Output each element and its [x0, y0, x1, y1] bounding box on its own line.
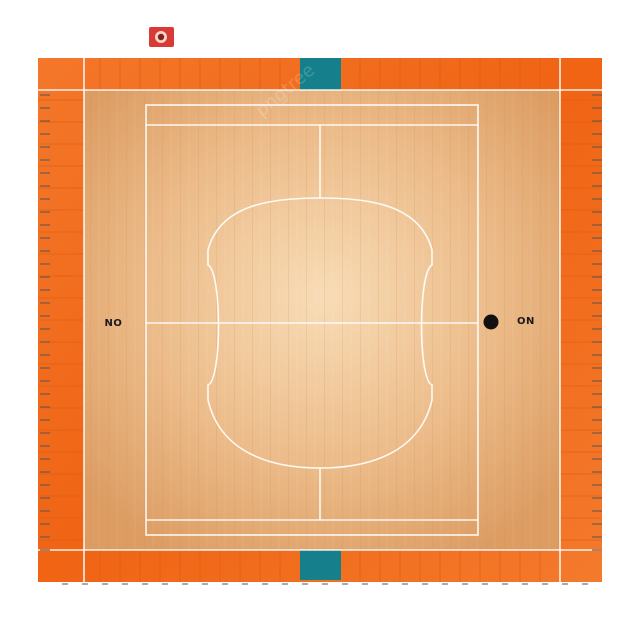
- side-tick-marks: [40, 94, 602, 585]
- frame-panel-seams: [38, 58, 602, 582]
- goal-area-bottom: [300, 550, 341, 580]
- court-lines: [38, 58, 602, 582]
- goal-area-top: [300, 58, 341, 90]
- court-label-right: ON: [517, 316, 535, 327]
- ball-icon: [483, 314, 499, 330]
- badge-icon: [149, 27, 174, 47]
- court-label-left: ON: [104, 316, 122, 327]
- wood-floor-planks: [84, 90, 560, 550]
